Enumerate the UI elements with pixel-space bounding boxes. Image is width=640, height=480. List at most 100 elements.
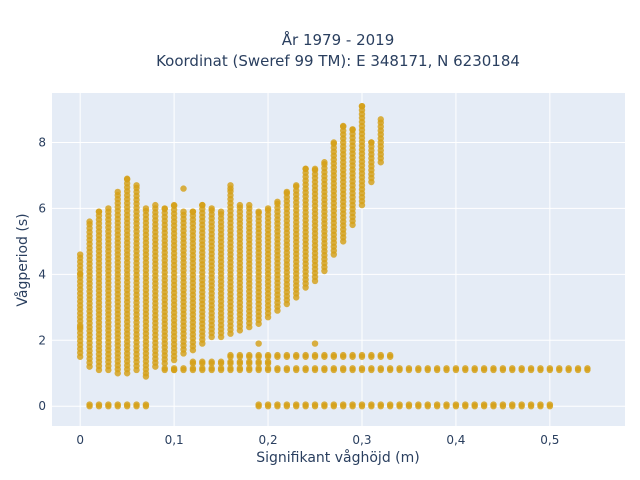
data-point	[236, 365, 244, 372]
data-point	[76, 323, 84, 331]
data-point	[386, 365, 394, 372]
data-point	[377, 401, 384, 408]
data-point	[227, 182, 234, 189]
data-point	[509, 365, 516, 372]
data-point	[499, 365, 507, 372]
data-point	[443, 401, 450, 408]
data-point	[330, 401, 337, 408]
data-point	[208, 205, 215, 212]
data-point	[330, 139, 337, 146]
data-point	[527, 401, 535, 408]
data-point	[368, 401, 375, 408]
data-point	[189, 208, 197, 215]
data-point	[302, 165, 309, 173]
data-point	[311, 351, 319, 359]
data-point	[105, 401, 112, 408]
data-point	[236, 201, 244, 209]
data-point	[105, 205, 112, 212]
data-point	[133, 182, 140, 189]
x-tick-label: 0,2	[259, 433, 278, 447]
data-point	[114, 401, 121, 408]
data-point	[236, 358, 244, 365]
x-tick-labels: 0 0,1 0,2 0,3 0,4 0,5	[76, 433, 559, 447]
data-point	[170, 201, 178, 209]
y-tick-label: 2	[38, 333, 46, 347]
data-point	[518, 365, 525, 372]
data-point	[255, 358, 262, 365]
data-point	[462, 401, 469, 408]
data-point	[283, 365, 291, 372]
data-point	[480, 401, 488, 408]
data-point	[170, 366, 178, 374]
data-point	[358, 365, 366, 372]
data-point	[133, 401, 140, 408]
data-point	[208, 365, 215, 372]
data-point	[321, 159, 328, 166]
data-point	[518, 401, 525, 408]
data-point	[95, 401, 103, 408]
data-point	[546, 365, 554, 372]
data-point	[509, 401, 516, 408]
data-point	[189, 365, 197, 372]
x-tick-label: 0,5	[540, 433, 559, 447]
data-point	[142, 205, 150, 212]
data-point	[574, 365, 582, 372]
data-point	[217, 358, 225, 365]
data-point	[264, 205, 272, 212]
data-point	[386, 351, 394, 359]
data-point	[114, 188, 121, 196]
data-point	[180, 185, 187, 192]
data-point	[236, 351, 244, 359]
data-point	[293, 182, 300, 189]
data-point	[180, 365, 187, 372]
data-point	[462, 365, 469, 372]
data-point	[189, 358, 197, 365]
data-point	[396, 365, 403, 372]
data-point	[283, 401, 291, 408]
data-point	[264, 401, 272, 408]
data-point	[537, 365, 544, 372]
data-point	[293, 365, 300, 372]
data-point	[293, 351, 300, 359]
data-point	[246, 365, 253, 372]
x-tick-label: 0,4	[446, 433, 465, 447]
data-point	[255, 208, 262, 215]
data-point	[415, 365, 422, 372]
data-point	[227, 351, 234, 359]
data-point	[208, 358, 215, 365]
data-point	[471, 401, 478, 408]
data-point	[321, 351, 328, 359]
data-point	[340, 365, 347, 372]
data-point	[386, 401, 394, 408]
data-point	[311, 340, 319, 347]
data-points	[76, 102, 591, 410]
data-point	[293, 401, 300, 408]
data-point	[377, 116, 384, 123]
data-point	[123, 401, 131, 408]
data-point	[311, 365, 319, 372]
data-point	[358, 351, 366, 359]
data-point	[396, 401, 403, 408]
data-point	[302, 351, 309, 359]
data-point	[274, 401, 281, 408]
data-point	[443, 365, 450, 372]
data-point	[424, 401, 431, 408]
data-point	[471, 365, 478, 372]
data-point	[161, 365, 168, 372]
x-tick-label: 0,1	[165, 433, 184, 447]
data-point	[358, 102, 366, 110]
data-point	[368, 351, 375, 359]
data-point	[246, 201, 253, 209]
data-point	[377, 365, 384, 372]
data-point	[123, 175, 131, 182]
data-point	[565, 365, 572, 372]
data-point	[283, 188, 291, 196]
data-point	[217, 208, 225, 215]
data-point	[424, 365, 431, 372]
data-point	[264, 351, 272, 359]
data-point	[264, 365, 272, 372]
data-point	[490, 401, 497, 408]
data-point	[433, 401, 441, 408]
data-point	[349, 351, 356, 359]
data-point	[274, 198, 281, 205]
